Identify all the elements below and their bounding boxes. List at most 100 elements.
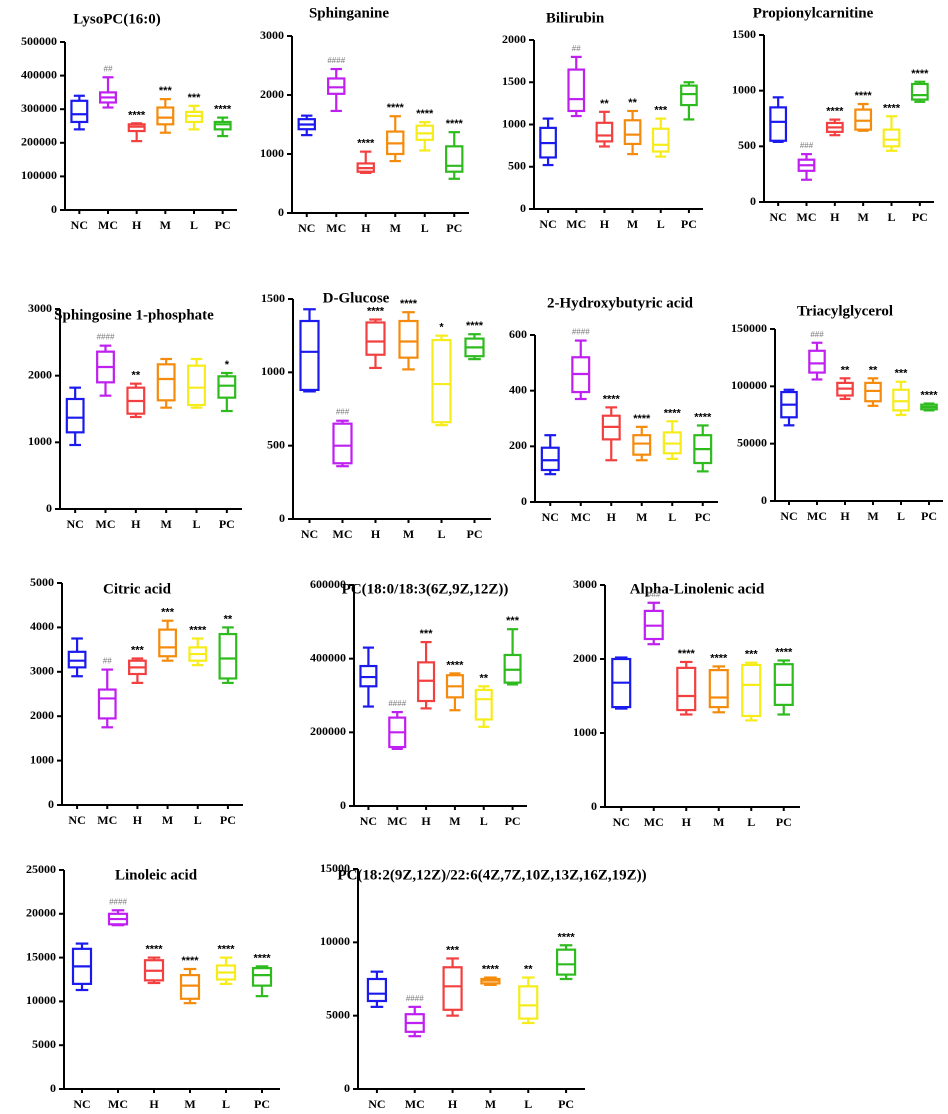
iqr-box <box>676 666 697 712</box>
box-mc: #### <box>571 328 591 401</box>
y-tick-label: 400000 <box>310 650 346 664</box>
significance-hash: #### <box>388 699 406 708</box>
box-m: **** <box>854 90 873 132</box>
chart-title: Triacylglycerol <box>797 303 893 319</box>
significance-hash: #### <box>97 333 115 342</box>
significance-stars: ** <box>628 97 637 109</box>
box-pc: **** <box>910 68 929 103</box>
significance-stars: **** <box>855 90 873 102</box>
x-tick-label: L <box>437 527 445 541</box>
x-tick-label: NC <box>68 813 85 827</box>
x-tick-label: PC <box>254 1097 270 1111</box>
iqr-box <box>158 628 177 658</box>
chart-panel-5: Sphingosine 1-phosphate 0 1000 2000 3000 NC MC… <box>28 301 242 531</box>
iqr-box <box>299 319 320 392</box>
box-pc: *** <box>503 615 522 686</box>
box-pc: ** <box>218 613 238 685</box>
chart-panel-7: 2-Hydroxybutyric acid 0 200 400 600 NC MC #### H… <box>509 295 718 524</box>
box-m: *** <box>158 607 177 662</box>
significance-stars: **** <box>694 411 712 423</box>
significance-stars: **** <box>128 109 146 121</box>
y-tick-label: 3000 <box>573 577 597 591</box>
y-tick-label: 200 <box>509 438 527 452</box>
chart-title: 2-Hydroxybutyric acid <box>547 295 694 311</box>
y-tick-label: 2000 <box>573 651 597 665</box>
chart-panel-12: Linoleic acid 0 5000 10000 15000 20000 25000 NC… <box>26 862 280 1111</box>
box-h: **** <box>143 944 165 985</box>
x-tick-label: L <box>524 1097 532 1111</box>
chart-panel-2: Sphinganine 0 1000 2000 3000 NC MC #### H **** M **… <box>260 5 469 235</box>
box-l: **** <box>662 407 682 460</box>
y-tick-label: 150000 <box>731 321 767 335</box>
box-pc: **** <box>445 118 464 180</box>
box-h: ** <box>595 98 614 148</box>
significance-stars: *** <box>420 628 434 640</box>
box-h: **** <box>127 109 146 143</box>
box-l: ** <box>474 672 493 728</box>
box-m: *** <box>156 85 175 134</box>
significance-hash: #### <box>327 56 345 65</box>
y-tick-label: 0 <box>51 202 57 216</box>
box-m: **** <box>386 102 405 163</box>
box-mc: ### <box>797 141 816 181</box>
y-tick-label: 5000 <box>30 575 54 589</box>
box-l: *** <box>892 368 910 417</box>
y-tick-label: 100000 <box>731 378 767 392</box>
box-nc <box>67 637 87 678</box>
x-tick-label: L <box>657 217 665 231</box>
iqr-box <box>567 68 586 113</box>
y-tick-label: 0 <box>278 205 284 219</box>
chart-panel-13: PC(18:2(9Z,12Z)/22:6(4Z,7Z,10Z,13Z,16Z,1… <box>320 861 647 1111</box>
x-tick-label: M <box>184 1097 195 1111</box>
box-pc: **** <box>251 952 273 998</box>
significance-stars: **** <box>357 138 375 150</box>
significance-stars: *** <box>188 92 202 104</box>
y-tick-label: 25000 <box>26 862 56 876</box>
significance-stars: *** <box>745 649 759 661</box>
iqr-box <box>555 948 577 976</box>
significance-stars: ** <box>224 613 233 625</box>
chart-panel-10: PC(18:0/18:3(6Z,9Z,12Z)) 0 200000 400000 600… <box>310 577 527 828</box>
x-tick-label: NC <box>368 1097 385 1111</box>
chart-panel-6: D-Glucose 0 500 1000 1500 NC MC ### H **** M **** L *… <box>261 290 491 541</box>
iqr-box <box>741 663 762 718</box>
significance-stars: *** <box>159 85 173 97</box>
iqr-box <box>680 84 698 107</box>
y-tick-label: 500 <box>738 138 756 152</box>
box-mc: ### <box>808 330 826 381</box>
significance-stars: * <box>225 359 230 371</box>
y-tick-label: 15000 <box>26 949 56 963</box>
box-mc: #### <box>388 699 407 751</box>
x-tick-label: M <box>403 527 414 541</box>
x-tick-label: MC <box>566 217 586 231</box>
box-mc: #### <box>107 897 129 927</box>
iqr-box <box>97 688 117 720</box>
significance-hash: ## <box>103 657 112 666</box>
significance-stars: ** <box>132 370 141 382</box>
x-tick-label: H <box>149 1097 159 1111</box>
box-h: **** <box>601 393 621 462</box>
y-tick-label: 0 <box>750 194 756 208</box>
box-nc <box>297 114 316 137</box>
iqr-box <box>632 434 652 456</box>
significance-stars: *** <box>895 368 909 380</box>
x-tick-label: L <box>194 813 202 827</box>
iqr-box <box>708 668 729 709</box>
y-tick-label: 0 <box>520 201 526 215</box>
y-tick-label: 300000 <box>21 101 57 115</box>
box-pc: **** <box>213 104 232 138</box>
y-tick-label: 1000 <box>260 146 284 160</box>
significance-stars: **** <box>482 964 500 976</box>
box-nc <box>366 970 388 1008</box>
box-pc: **** <box>555 931 577 981</box>
y-tick-label: 0 <box>50 1081 56 1095</box>
significance-stars: *** <box>131 644 145 656</box>
box-mc: ## <box>567 44 586 118</box>
box-m: **** <box>708 652 729 714</box>
chart-title: LysoPC(16:0) <box>73 11 161 27</box>
significance-hash: #### <box>109 897 127 906</box>
x-tick-label: L <box>897 509 905 523</box>
chart-title: Citric acid <box>103 581 172 597</box>
x-tick-label: L <box>668 510 676 524</box>
y-tick-label: 500 <box>508 159 526 173</box>
